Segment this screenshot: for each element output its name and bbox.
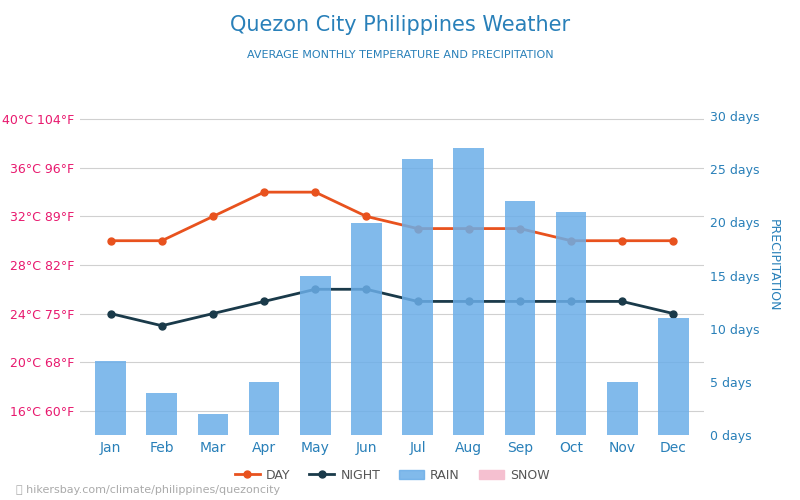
Bar bbox=[146, 392, 177, 435]
Y-axis label: PRECIPITATION: PRECIPITATION bbox=[767, 219, 780, 311]
Bar bbox=[556, 212, 586, 435]
Bar bbox=[95, 360, 126, 435]
Text: Quezon City Philippines Weather: Quezon City Philippines Weather bbox=[230, 15, 570, 35]
Text: AVERAGE MONTHLY TEMPERATURE AND PRECIPITATION: AVERAGE MONTHLY TEMPERATURE AND PRECIPIT… bbox=[246, 50, 554, 60]
Bar bbox=[402, 159, 433, 435]
Bar bbox=[249, 382, 279, 435]
Text: 📍 hikersbay.com/climate/philippines/quezoncity: 📍 hikersbay.com/climate/philippines/quez… bbox=[16, 485, 280, 495]
Bar bbox=[198, 414, 228, 435]
Bar bbox=[505, 201, 535, 435]
Bar bbox=[351, 222, 382, 435]
Legend: DAY, NIGHT, RAIN, SNOW: DAY, NIGHT, RAIN, SNOW bbox=[230, 464, 554, 486]
Bar bbox=[658, 318, 689, 435]
Bar bbox=[454, 148, 484, 435]
Bar bbox=[607, 382, 638, 435]
Bar bbox=[300, 276, 330, 435]
